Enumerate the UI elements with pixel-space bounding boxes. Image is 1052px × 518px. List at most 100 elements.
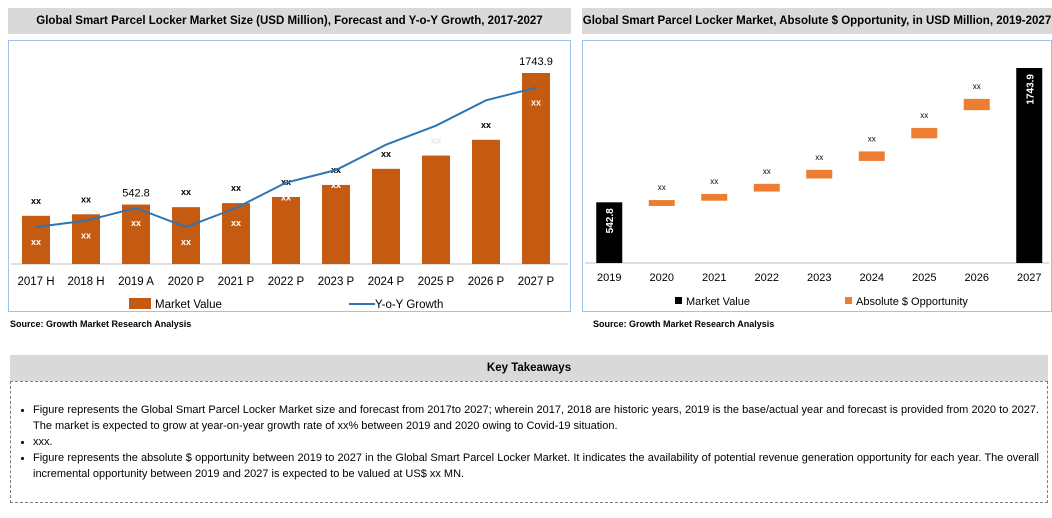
market-value-label: 1743.9 (1025, 74, 1036, 105)
bar-top-label: xx (481, 120, 491, 130)
left-chart-title: Global Smart Parcel Locker Market Size (… (8, 8, 571, 34)
legend-market-value-swatch (129, 298, 151, 309)
market-value-bar (422, 155, 450, 264)
opportunity-bar (648, 200, 675, 206)
bar-top-label: 1743.9 (519, 56, 553, 68)
opportunity-label: xx (710, 177, 718, 186)
key-takeaways-list: Figure represents the Global Smart Parce… (19, 402, 1039, 482)
opportunity-bar (911, 127, 938, 139)
x-tick-label: 2021 P (218, 276, 255, 288)
opportunity-bar (963, 98, 990, 111)
x-tick-label: 2026 (965, 272, 989, 284)
x-tick-label: 2024 (860, 272, 884, 284)
market-size-chart: xx 2017 H xx 2018 H 542.8 2019 A xx 2020 P xx 202… (11, 56, 568, 311)
bar-inner-label: xx (481, 110, 491, 120)
x-tick-label: 2021 (702, 272, 726, 284)
bar-inner-label: xx (231, 218, 241, 228)
legend-market-value-label: Market Value (686, 296, 750, 308)
bar-top-label: xx (231, 183, 241, 193)
takeaway-item: xxx. (33, 434, 1039, 450)
right-source-note: Source: Growth Market Research Analysis (593, 319, 775, 329)
opportunity-bar (858, 151, 885, 161)
x-tick-label: 2022 P (268, 276, 305, 288)
right-chart-area: 542.8 2019 xx 2020 xx 2021 xx 2022 xx 2023 xx 2024 x… (582, 40, 1052, 312)
market-value-bar (322, 184, 350, 264)
right-chart-title: Global Smart Parcel Locker Market, Absol… (582, 8, 1052, 34)
market-value-bar (22, 215, 50, 264)
x-tick-label: 2025 (912, 272, 936, 284)
opportunity-label: xx (763, 167, 771, 176)
x-tick-label: 2017 H (17, 276, 54, 288)
opportunity-bar (701, 193, 728, 201)
bar-inner-label: xx (431, 136, 441, 146)
x-tick-label: 2027 P (518, 276, 555, 288)
yoy-growth-point (535, 87, 537, 89)
bar-inner-label: xx (131, 218, 141, 228)
bar-top-label: xx (181, 187, 191, 197)
yoy-growth-point (485, 99, 487, 101)
x-tick-label: 2023 (807, 272, 831, 284)
x-tick-label: 2023 P (318, 276, 355, 288)
opportunity-label: xx (973, 82, 981, 91)
market-value-bar (272, 196, 300, 264)
yoy-growth-point (335, 169, 337, 171)
x-tick-label: 2019 (597, 272, 621, 284)
bar-top-label: xx (81, 194, 91, 204)
takeaway-item: Figure represents the absolute $ opportu… (33, 450, 1039, 482)
bar-inner-label: xx (381, 155, 391, 165)
yoy-growth-point (35, 226, 37, 228)
x-tick-label: 2018 H (67, 276, 104, 288)
market-value-label: 542.8 (605, 208, 616, 233)
x-tick-label: 2027 (1017, 272, 1041, 284)
bar-top-label: 542.8 (122, 188, 150, 200)
x-tick-label: 2026 P (468, 276, 505, 288)
x-tick-label: 2020 (650, 272, 674, 284)
legend-market-value-swatch (675, 297, 682, 304)
takeaway-item: Figure represents the Global Smart Parce… (33, 402, 1039, 434)
opportunity-label: xx (658, 183, 666, 192)
yoy-growth-point (385, 144, 387, 146)
bar-top-label: xx (431, 136, 441, 146)
bar-inner-label: xx (81, 231, 91, 241)
x-tick-label: 2024 P (368, 276, 405, 288)
legend-growth-label: Y-o-Y Growth (375, 299, 443, 311)
market-value-bar (596, 202, 623, 263)
left-source-note: Source: Growth Market Research Analysis (10, 319, 192, 329)
bar-top-label: xx (381, 149, 391, 159)
legend-opportunity-swatch (845, 297, 852, 304)
yoy-growth-point (235, 207, 237, 209)
opportunity-bar (806, 169, 833, 179)
market-value-bar (122, 204, 150, 264)
yoy-growth-point (135, 207, 137, 209)
x-tick-label: 2020 P (168, 276, 205, 288)
legend-opportunity-label: Absolute $ Opportunity (856, 296, 968, 308)
bar-inner-label: xx (331, 180, 341, 190)
market-value-bar (172, 207, 200, 264)
x-tick-label: 2019 A (118, 276, 154, 288)
opportunity-bar (753, 183, 780, 192)
opportunity-label: xx (815, 153, 823, 162)
market-value-bar (472, 139, 500, 264)
opportunity-label: xx (868, 134, 876, 143)
yoy-growth-point (85, 220, 87, 222)
left-chart-area: xx 2017 H xx 2018 H 542.8 2019 A xx 2020 P xx 202… (8, 40, 571, 312)
key-takeaways-box: Figure represents the Global Smart Parce… (10, 381, 1048, 503)
yoy-growth-point (435, 125, 437, 127)
absolute-opportunity-chart: 542.8 2019 xx 2020 xx 2021 xx 2022 xx 2023 xx 2024 x… (585, 68, 1049, 308)
key-takeaways-title: Key Takeaways (10, 355, 1048, 381)
market-value-bar (1016, 68, 1043, 263)
bar-inner-label: xx (281, 193, 291, 203)
yoy-growth-point (285, 182, 287, 184)
market-value-bar (522, 73, 550, 264)
x-tick-label: 2022 (755, 272, 779, 284)
legend-market-value-label: Market Value (155, 299, 222, 311)
market-value-bar (372, 168, 400, 264)
bar-inner-label: xx (181, 237, 191, 247)
opportunity-label: xx (920, 111, 928, 120)
yoy-growth-point (185, 226, 187, 228)
bar-inner-label: xx (531, 98, 541, 108)
bar-inner-label: xx (31, 237, 41, 247)
market-value-bar (222, 203, 250, 264)
bar-top-label: xx (31, 196, 41, 206)
x-tick-label: 2025 P (418, 276, 455, 288)
